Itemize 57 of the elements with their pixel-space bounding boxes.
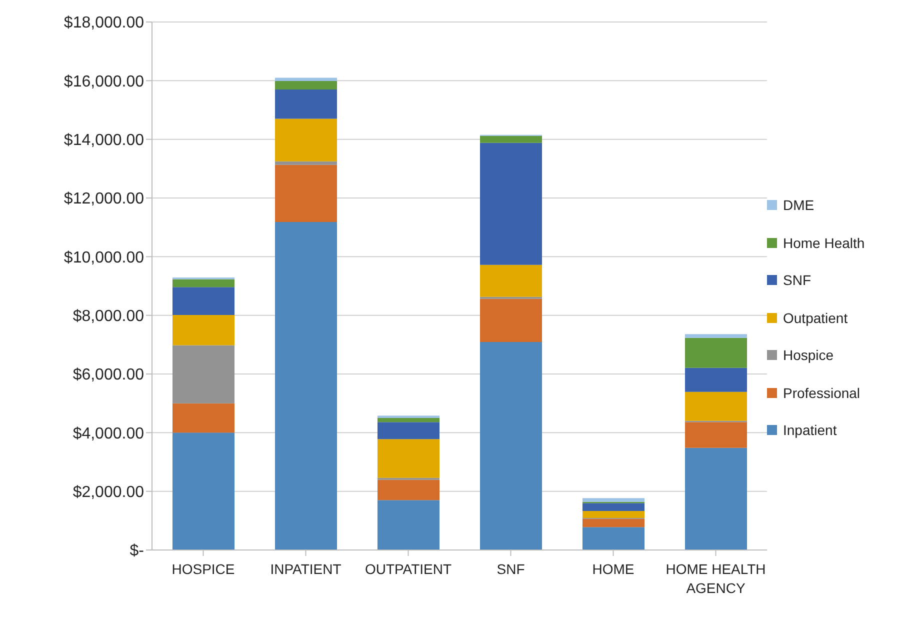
y-tick-label: $- bbox=[130, 542, 144, 560]
y-tick-label: $18,000.00 bbox=[64, 14, 144, 32]
x-tick-label: OUTPATIENT bbox=[364, 561, 452, 577]
bar bbox=[582, 527, 644, 550]
bar bbox=[275, 164, 337, 222]
legend-label: Home Health bbox=[783, 234, 865, 250]
bar bbox=[685, 422, 747, 448]
bar bbox=[172, 287, 234, 316]
bar bbox=[685, 334, 747, 338]
bar bbox=[378, 418, 440, 422]
x-tick-label: INPATIENT bbox=[270, 561, 342, 577]
bar bbox=[378, 480, 440, 500]
legend-label: SNF bbox=[783, 272, 811, 288]
bar bbox=[275, 118, 337, 162]
y-tick-label: $2,000.00 bbox=[72, 484, 144, 502]
bar bbox=[172, 279, 234, 288]
bar bbox=[480, 264, 542, 297]
y-tick-label: $4,000.00 bbox=[72, 425, 144, 442]
legend-label: Hospice bbox=[783, 347, 834, 363]
legend-label: Inpatient bbox=[783, 422, 837, 438]
bar bbox=[480, 136, 542, 143]
legend-label: Professional bbox=[783, 384, 860, 400]
bar bbox=[582, 498, 644, 502]
bar bbox=[582, 503, 644, 511]
bar bbox=[172, 432, 234, 550]
legend-label: Outpatient bbox=[783, 310, 848, 326]
legend-label: DME bbox=[783, 197, 814, 213]
y-tick-label: $12,000.00 bbox=[64, 190, 144, 208]
bar bbox=[480, 298, 542, 342]
bar bbox=[582, 518, 644, 528]
bar bbox=[172, 315, 234, 346]
bar bbox=[685, 448, 747, 550]
bar bbox=[172, 403, 234, 433]
bar bbox=[275, 161, 337, 165]
bar bbox=[480, 142, 542, 265]
bar bbox=[685, 392, 747, 421]
bar bbox=[275, 222, 337, 550]
bar bbox=[378, 500, 440, 550]
x-tick-label: HOME HEALTH AGENCY bbox=[666, 561, 766, 596]
y-tick-label: $10,000.00 bbox=[64, 249, 144, 266]
x-tick-label: SNF bbox=[496, 561, 525, 577]
bar bbox=[275, 80, 337, 90]
bar bbox=[685, 338, 747, 368]
y-tick-label: $14,000.00 bbox=[64, 132, 144, 150]
y-tick-label: $16,000.00 bbox=[64, 73, 144, 90]
y-tick-label: $8,000.00 bbox=[72, 308, 144, 326]
bar bbox=[582, 510, 644, 518]
bar bbox=[378, 422, 440, 440]
x-tick-label: HOSPICE bbox=[172, 561, 235, 577]
bar bbox=[172, 345, 234, 404]
bar bbox=[275, 78, 337, 81]
bar bbox=[378, 439, 440, 478]
bar bbox=[275, 89, 337, 119]
x-tick-label: HOME bbox=[592, 561, 634, 577]
y-tick-label: $6,000.00 bbox=[72, 366, 144, 384]
bar bbox=[685, 368, 747, 392]
bar bbox=[480, 342, 542, 550]
